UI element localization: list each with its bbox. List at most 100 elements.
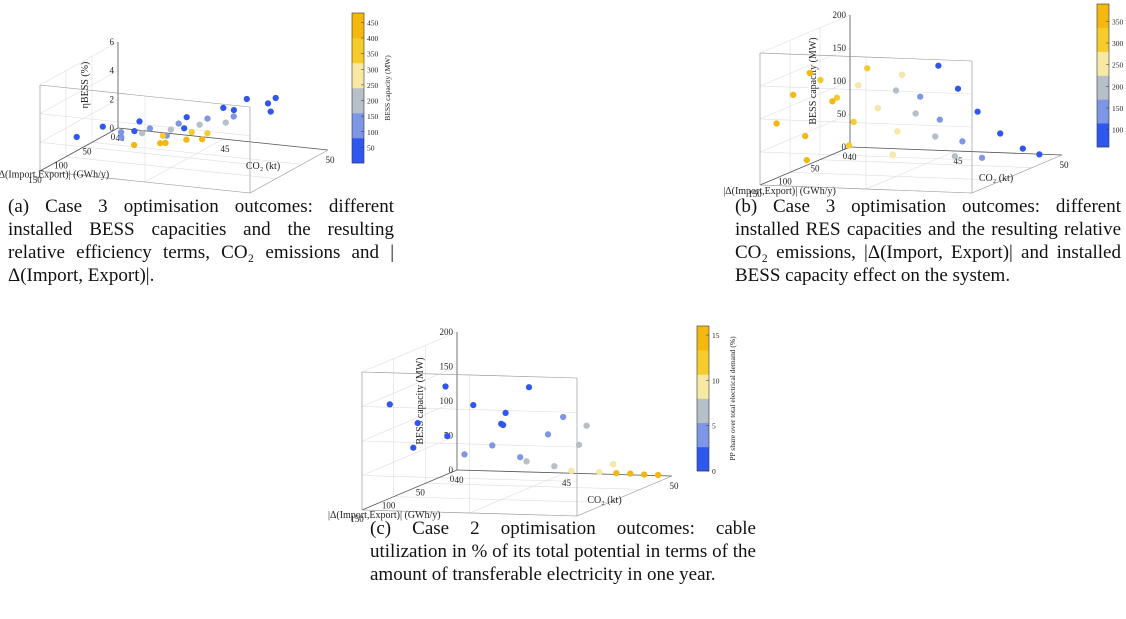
colorbar-tick-label: 450 <box>367 18 379 27</box>
data-point <box>974 108 981 115</box>
data-point <box>183 113 190 121</box>
data-point <box>640 471 648 478</box>
data-point <box>130 141 138 149</box>
data-point <box>935 62 942 69</box>
z-tick-label: 4 <box>110 66 115 76</box>
chart-a-svg: 4045500501001500246CO₂ (kt)|Δ(Import,Exp… <box>0 12 392 194</box>
z-axis-label: ηBESS (%) <box>80 62 91 109</box>
colorbar-tick-label: 100 <box>367 128 379 137</box>
box-edge <box>39 170 251 194</box>
data-point <box>230 113 237 120</box>
x-tick-label: 50 <box>1060 160 1070 170</box>
caption-b: (b) Case 3 optimisation outcomes: differ… <box>735 196 1121 286</box>
data-point <box>863 65 871 72</box>
grid-line <box>789 172 1003 181</box>
grid-line <box>361 440 578 448</box>
colorbar-tick-label: 250 <box>1112 61 1124 70</box>
colorbar-label: BESS capacity (MW) <box>383 55 392 121</box>
data-point <box>996 130 1004 137</box>
data-point <box>167 126 175 133</box>
y-tick-label: 0 <box>111 132 116 142</box>
data-point <box>444 432 451 440</box>
z-tick-label: 0 <box>110 123 115 133</box>
x-axis-line <box>456 469 673 477</box>
data-point <box>936 116 944 123</box>
data-point <box>502 409 509 417</box>
data-point <box>898 71 906 79</box>
colorbar-tick-label: 250 <box>367 81 379 90</box>
data-point <box>469 401 477 409</box>
x-axis-line <box>849 146 1063 156</box>
colorbar-segment <box>352 38 364 64</box>
box-edge <box>249 149 329 194</box>
y-tick-label: 50 <box>416 487 426 497</box>
grid-line <box>361 435 458 476</box>
z-tick-label: 2 <box>110 94 115 104</box>
grid-line <box>759 118 973 128</box>
colorbar-segment <box>1097 27 1109 52</box>
z-tick-label: 0 <box>449 465 454 475</box>
data-point <box>654 471 662 479</box>
colorbar-segment <box>697 350 709 375</box>
colorbar-tick-label: 150 <box>367 112 379 121</box>
caption-a: (a) Case 3 optimisation outcomes: differ… <box>8 196 394 286</box>
colorbar-tick-label: 350 <box>367 50 379 59</box>
chart-panel-b: 40 45 50 0 50 100 150 0 50 100 150 200 CO₂ (kt) |Δ(Im… <box>723 0 1124 199</box>
colorbar-tick-label: 300 <box>1112 39 1124 48</box>
grid-line <box>39 113 251 136</box>
y-tick-label: 100 <box>778 176 792 186</box>
data-point <box>609 460 617 468</box>
data-point <box>136 118 143 125</box>
data-point <box>959 138 966 145</box>
data-point <box>568 467 575 475</box>
data-point <box>204 115 211 122</box>
chart-b-svg: 40 45 50 0 50 100 150 0 50 100 150 200 CO₂ (kt) |Δ(Im… <box>723 3 1124 199</box>
data-point <box>272 94 280 102</box>
data-point <box>204 129 211 137</box>
data-point <box>267 108 275 115</box>
data-point <box>801 132 809 140</box>
grid-line <box>65 156 277 179</box>
y-axis-label: |Δ(Import,Export)| (GWh/y) <box>0 169 109 180</box>
data-point <box>550 462 558 470</box>
z-tick-label: 150 <box>833 43 847 53</box>
colorbar-tick-label: 200 <box>367 97 379 106</box>
y-axis-line <box>361 469 458 511</box>
colorbar-segment <box>352 88 364 114</box>
data-point <box>156 139 164 147</box>
data-point <box>954 85 962 92</box>
data-point <box>894 127 901 135</box>
colorbar-segment <box>697 446 709 472</box>
data-point <box>196 121 203 128</box>
data-point <box>183 136 190 143</box>
z-tick-label: 100 <box>440 396 454 406</box>
data-point <box>1036 151 1043 158</box>
grid-line <box>759 113 851 153</box>
grid-line <box>759 14 851 54</box>
colorbar-tick-label: 0 <box>712 467 716 476</box>
x-tick-label: 50 <box>670 481 680 491</box>
data-point <box>912 110 919 117</box>
z-tick-label: 100 <box>833 76 847 86</box>
data-point <box>488 442 496 449</box>
colorbar-segment <box>1097 123 1109 148</box>
grid-line <box>361 475 578 482</box>
data-point <box>198 135 206 143</box>
colorbar-tick-label: 15 <box>712 331 720 340</box>
data-point <box>874 105 882 112</box>
colorbar-tick-label: 400 <box>367 34 379 43</box>
data-point <box>523 458 530 465</box>
data-point <box>131 127 138 135</box>
colorbar-segment <box>697 326 709 351</box>
data-point <box>117 134 125 141</box>
data-point <box>806 69 814 77</box>
grid-line <box>361 406 578 413</box>
colorbar-tick-label: 10 <box>712 376 720 385</box>
x-tick-label: 45 <box>562 478 572 488</box>
data-point <box>626 470 634 477</box>
colorbar-segment <box>697 422 709 448</box>
data-point <box>951 152 959 160</box>
colorbar-frame <box>1096 3 1110 148</box>
grid-line <box>39 70 119 114</box>
data-point <box>175 120 182 127</box>
